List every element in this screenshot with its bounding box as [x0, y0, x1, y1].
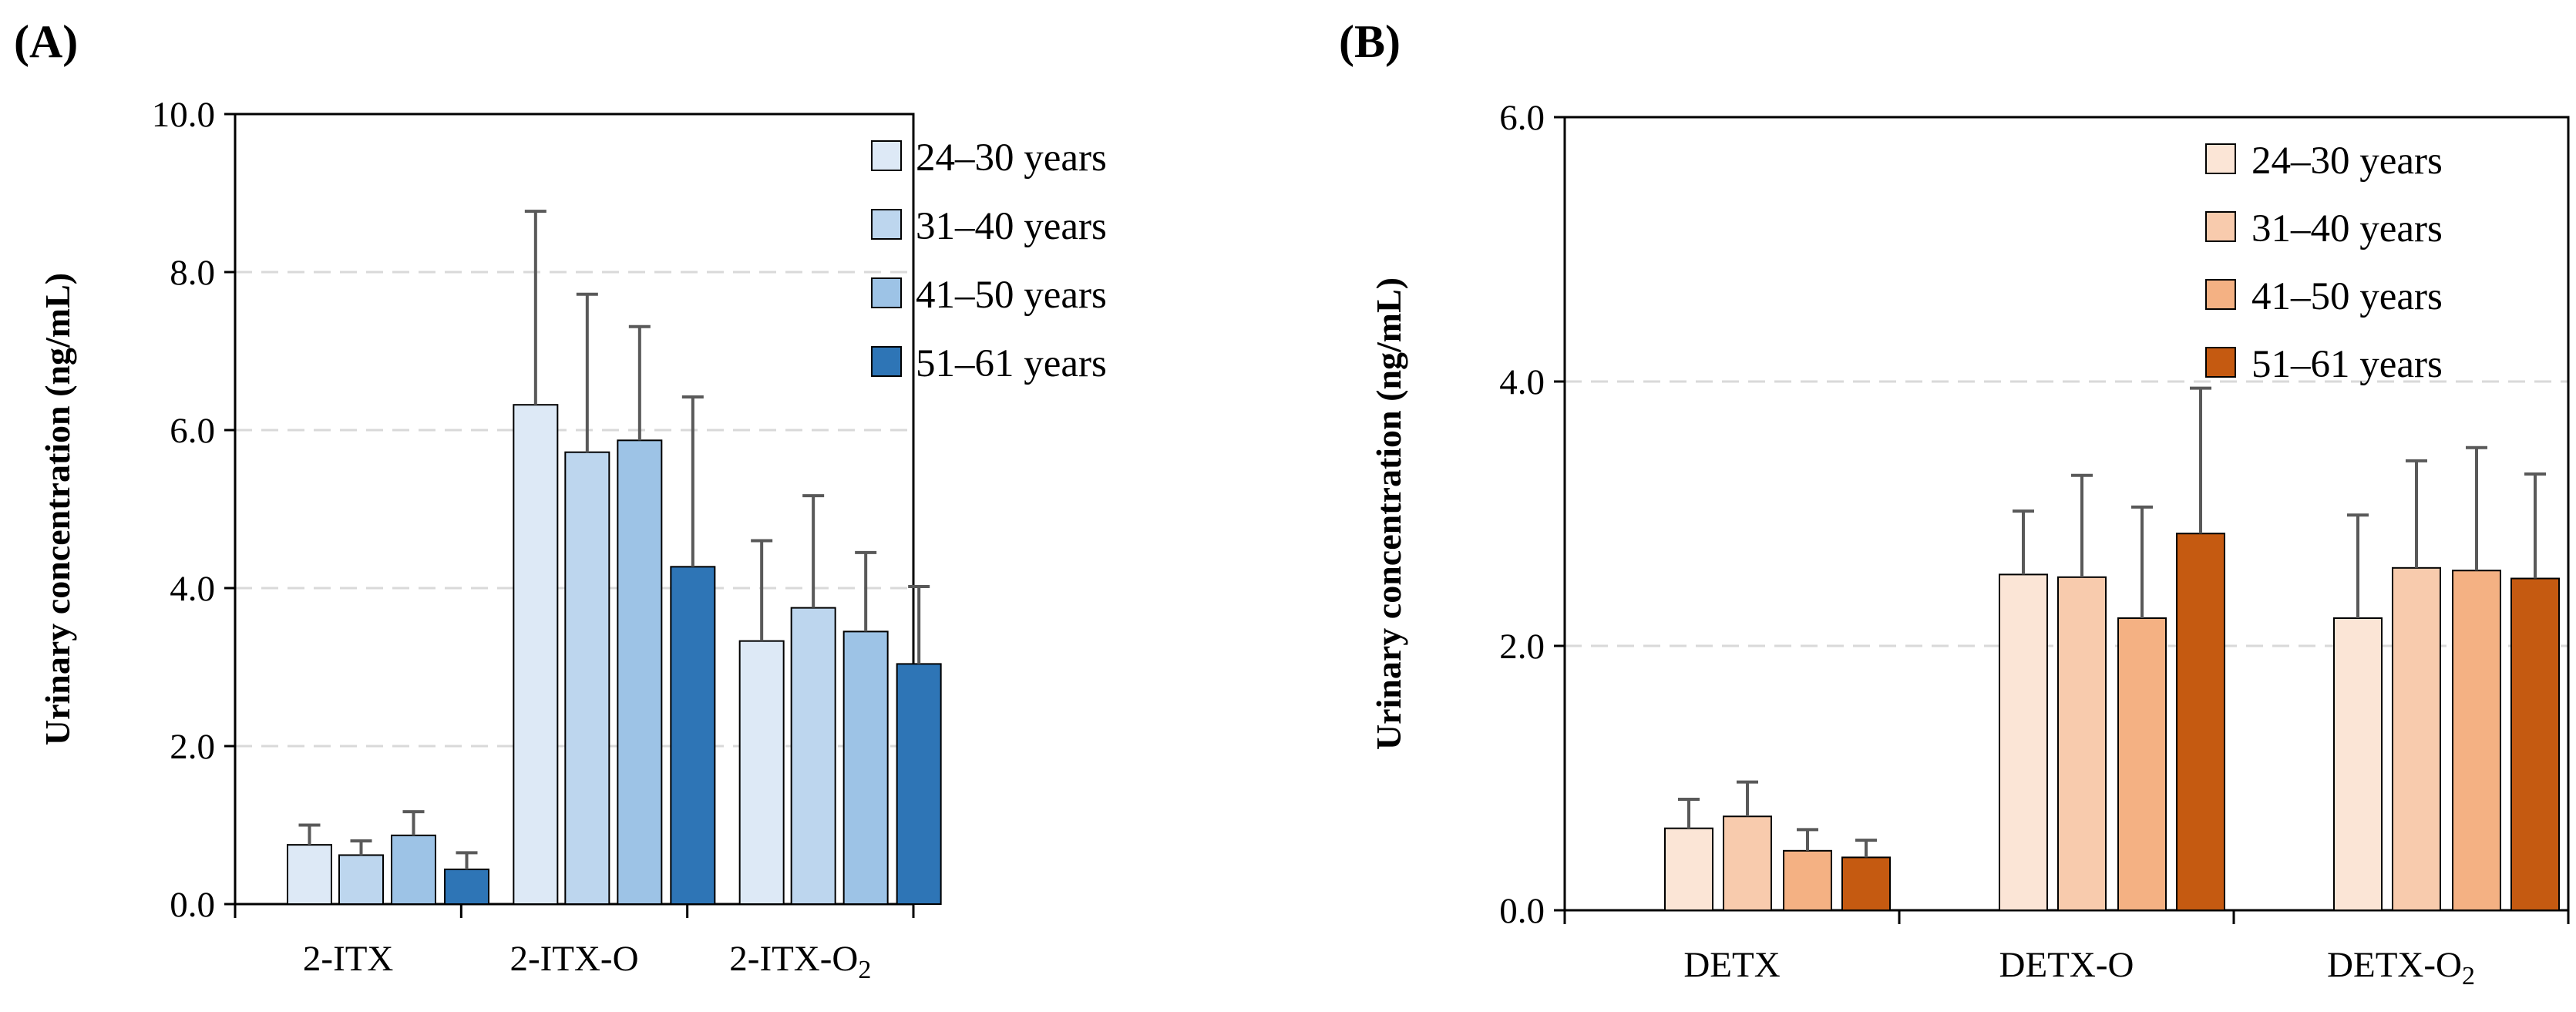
y-tick-label: 2.0 — [1499, 627, 1545, 667]
y-tick-label: 0.0 — [1499, 891, 1545, 931]
legend-swatch — [871, 277, 902, 308]
x-tick-label: DETX — [1683, 945, 1780, 985]
legend-swatch — [871, 346, 902, 377]
y-axis-label: Urinary concentration (ng/mL) — [1369, 277, 1408, 750]
bar — [1723, 815, 1772, 911]
bar — [1664, 827, 1713, 912]
legend-swatch — [2205, 347, 2236, 378]
legend-label: 41–50 years — [2251, 275, 2443, 318]
bar — [338, 854, 384, 905]
legend-swatch — [2205, 279, 2236, 310]
legend-label: 31–40 years — [916, 205, 1107, 248]
legend-label: 51–61 years — [916, 342, 1107, 385]
legend-label: 51–61 years — [2251, 343, 2443, 386]
legend-swatch — [871, 140, 902, 171]
y-tick-label: 6.0 — [170, 411, 215, 451]
x-tick-label: 2-ITX-O — [509, 939, 638, 979]
bar — [1783, 849, 1832, 911]
bar — [287, 844, 332, 905]
bar — [790, 607, 836, 905]
legend-label: 24–30 years — [2251, 140, 2443, 183]
bar — [444, 868, 489, 906]
legend-label: 24–30 years — [916, 136, 1107, 180]
panel-label: (A) — [14, 16, 78, 67]
y-tick-label: 4.0 — [170, 569, 215, 609]
panel-label: (B) — [1339, 16, 1401, 67]
legend-label: 41–50 years — [916, 274, 1107, 317]
y-tick-label: 8.0 — [170, 253, 215, 293]
bar — [896, 663, 942, 906]
bar — [2117, 617, 2167, 911]
bar — [564, 451, 610, 905]
bar — [2333, 617, 2383, 911]
legend-swatch — [871, 209, 902, 240]
bar — [842, 630, 889, 905]
bar — [1841, 856, 1891, 912]
x-tick-label: DETX-O — [1999, 945, 2134, 985]
bar — [2510, 577, 2560, 911]
y-tick-label: 6.0 — [1499, 98, 1545, 138]
x-tick-label: DETX-O2 — [2327, 945, 2475, 990]
y-tick-label: 10.0 — [152, 95, 215, 135]
legend-swatch — [2205, 211, 2236, 242]
bar — [738, 640, 785, 905]
chart-panel-b: (B) 0.0 2.0 4.0 6.0 DETX DETX-O DETX-O2 24–30 ye… — [1339, 16, 2570, 990]
bar — [2176, 533, 2225, 911]
bar — [513, 404, 559, 905]
bar — [391, 834, 436, 905]
y-tick-label: 2.0 — [170, 727, 215, 767]
x-tick-label: 2-ITX — [303, 939, 394, 979]
bar — [617, 439, 663, 905]
bar — [2452, 570, 2501, 911]
bar — [2392, 567, 2441, 911]
x-tick-label: 2-ITX-O2 — [729, 939, 871, 984]
bar — [2057, 576, 2107, 911]
bar — [1999, 573, 2048, 911]
legend-label: 31–40 years — [2251, 207, 2443, 250]
chart-panel-a: (A) 0.0 2.0 4.0 6.0 8.0 10.0 2-ITX 2-ITX-O 2-ITX-… — [14, 16, 1107, 984]
bar — [670, 566, 716, 905]
y-tick-label: 0.0 — [170, 885, 215, 925]
y-axis-label: Urinary concentration (ng/mL) — [38, 273, 77, 745]
legend-swatch — [2205, 143, 2236, 174]
y-tick-label: 4.0 — [1499, 362, 1545, 402]
